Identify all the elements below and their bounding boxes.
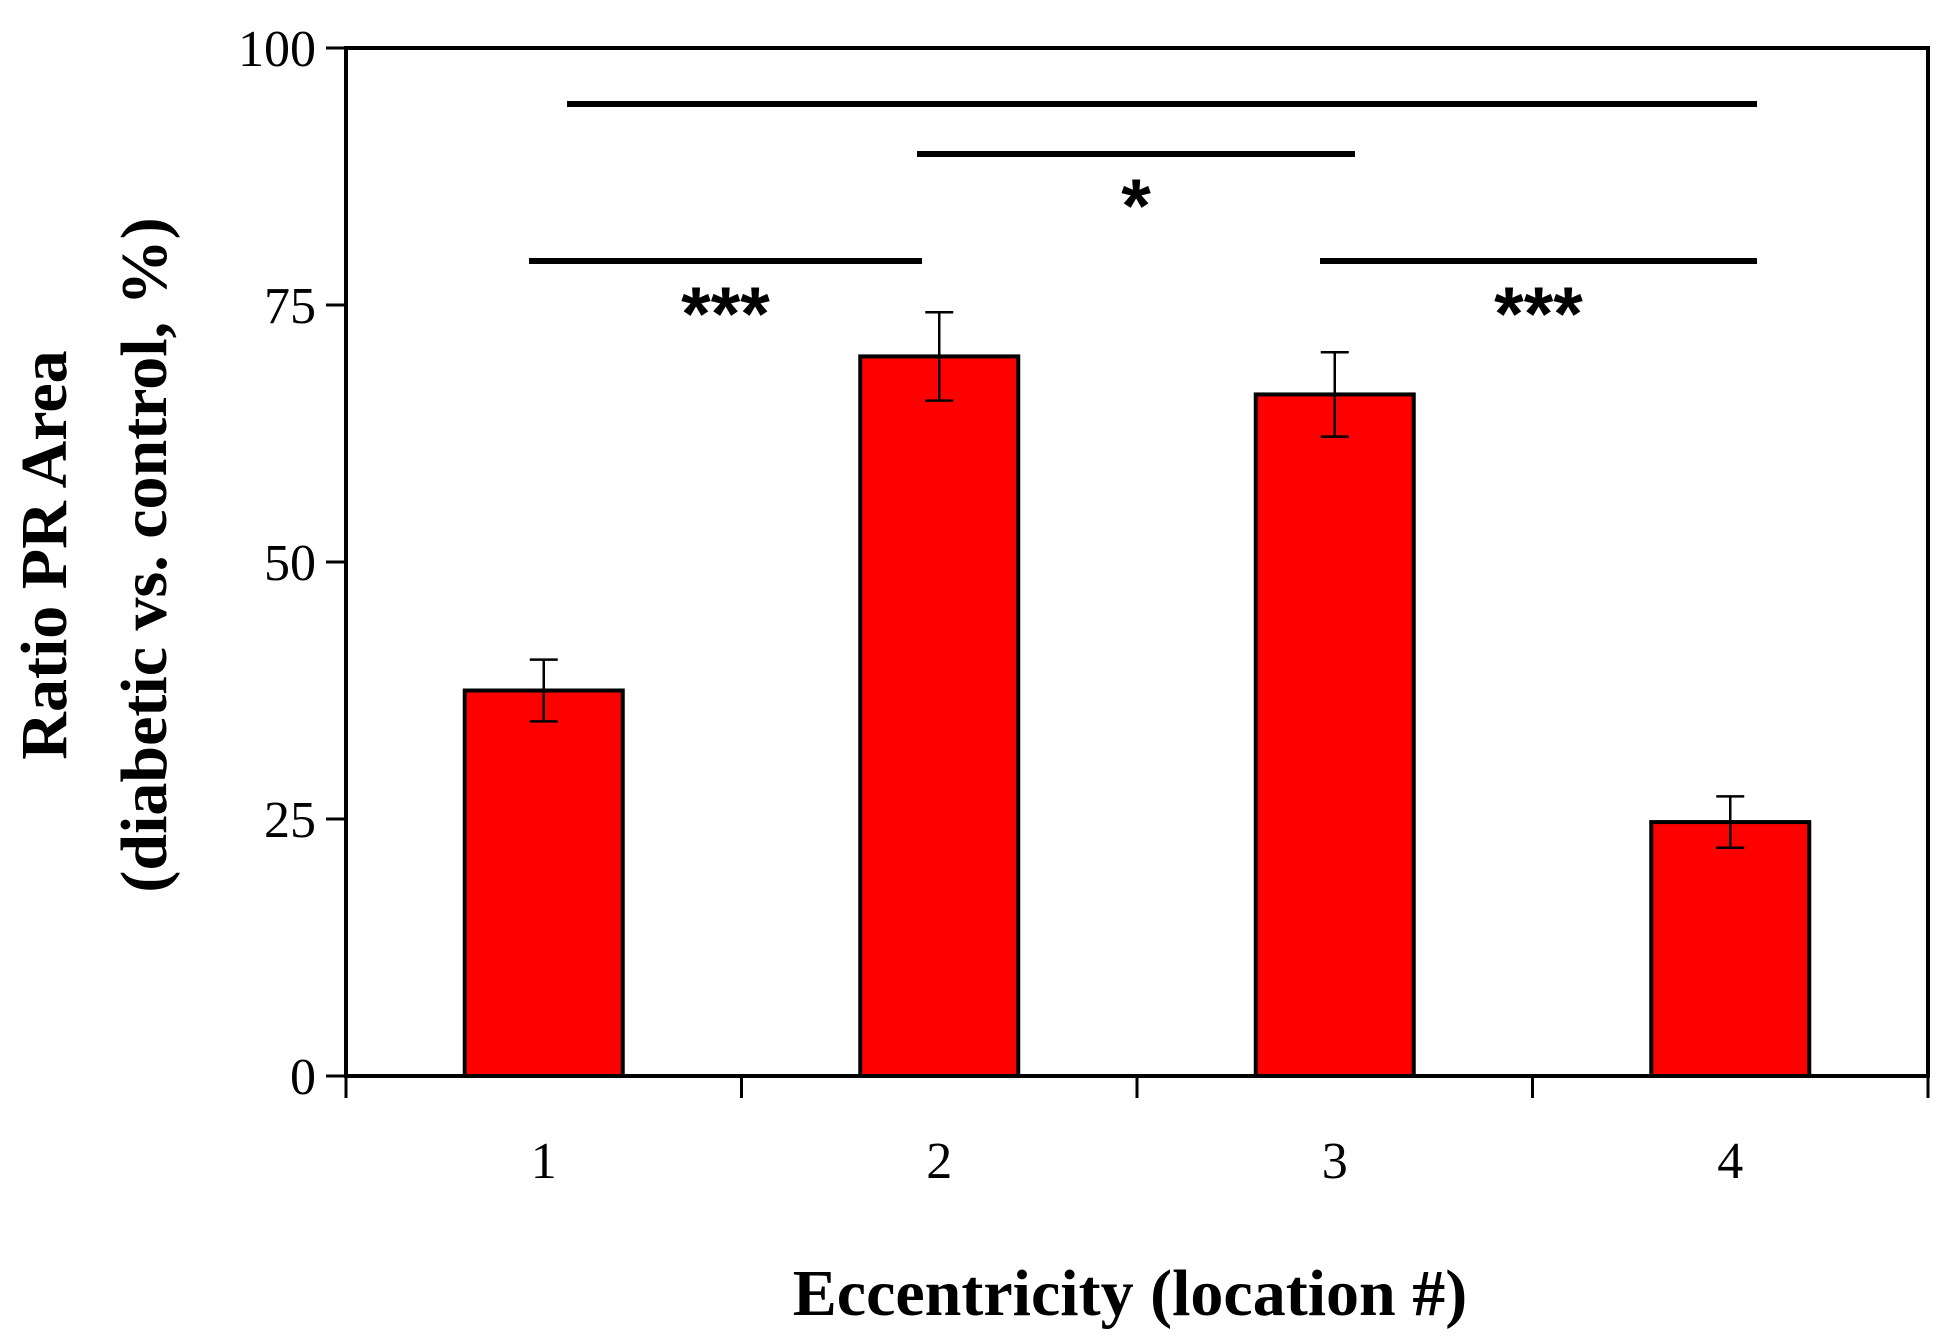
- y-tick-label-100: 100: [238, 21, 316, 78]
- y-tick-label-50: 50: [264, 535, 316, 592]
- y-tick-label-25: 25: [264, 792, 316, 849]
- y-axis-title-line1: Ratio PR Area: [8, 350, 81, 759]
- bar-2: [858, 354, 1021, 1078]
- significance-label-4: ***: [1494, 272, 1583, 357]
- bar-4: [1649, 820, 1812, 1078]
- bar-1: [462, 688, 625, 1078]
- error-bars: [529, 310, 1745, 850]
- y-tick-label-0: 0: [290, 1049, 316, 1106]
- x-tick-label-4: 4: [1717, 1133, 1743, 1190]
- x-tick-label-1: 1: [531, 1133, 557, 1190]
- x-tick-label-2: 2: [926, 1133, 952, 1190]
- y-axis-title-line2: (diabetic vs. control, %): [108, 217, 181, 892]
- significance-label-3: ***: [681, 272, 770, 357]
- significance-label-2: *: [1121, 164, 1151, 249]
- x-tick-label-3: 3: [1322, 1133, 1348, 1190]
- x-axis-title: Eccentricity (location #): [793, 1257, 1467, 1330]
- bar-3: [1253, 392, 1416, 1079]
- significance-brackets: **** ***: [529, 101, 1757, 357]
- bars: [462, 354, 1812, 1079]
- y-tick-label-75: 75: [264, 278, 316, 335]
- y-axis: 0 25 50 75 100: [238, 21, 346, 1106]
- x-axis: 1 2 3 4: [344, 1076, 1930, 1190]
